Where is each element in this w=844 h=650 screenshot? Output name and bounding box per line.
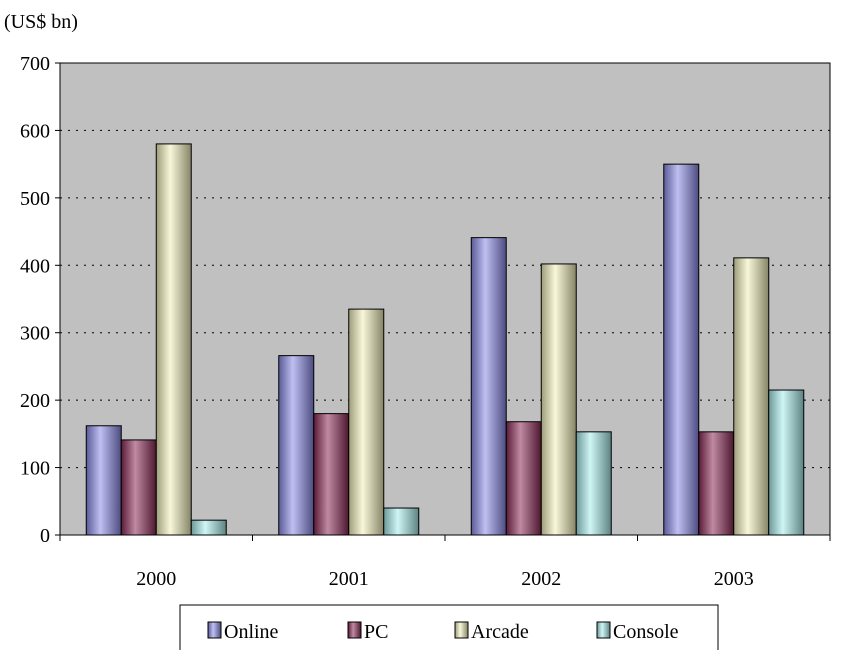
x-tick-label: 2000 xyxy=(136,568,176,590)
y-tick-label: 700 xyxy=(20,53,50,75)
legend: Online PC Arcade Console xyxy=(179,604,719,650)
y-tick-label: 600 xyxy=(20,120,50,142)
x-tick-label: 2001 xyxy=(329,568,369,590)
y-tick-label: 400 xyxy=(20,255,50,277)
x-tick-label: 2003 xyxy=(714,568,754,590)
legend-label-pc: PC xyxy=(364,621,388,643)
unit-label: (US$ bn) xyxy=(4,11,78,33)
legend-swatch-pc xyxy=(347,621,362,639)
y-tick-label: 500 xyxy=(20,188,50,210)
bar-arcade-2000 xyxy=(155,143,192,536)
bars xyxy=(85,143,805,536)
legend-swatch-console xyxy=(596,621,611,639)
bar-arcade-2003 xyxy=(733,257,770,536)
bar-online-2001 xyxy=(278,355,315,536)
bar-online-2000 xyxy=(85,425,122,536)
bar-online-2002 xyxy=(470,237,507,536)
y-axis: 0 100 200 300 400 500 600 700 xyxy=(20,53,60,547)
y-tick-label: 300 xyxy=(20,323,50,345)
bar-arcade-2002 xyxy=(540,263,577,536)
bar-arcade-2001 xyxy=(348,308,385,536)
bar-pc-2003 xyxy=(698,431,735,536)
x-axis: 2000 2001 2002 2003 xyxy=(59,535,831,590)
bar-pc-2000 xyxy=(120,439,157,536)
y-tick-label: 0 xyxy=(40,525,50,547)
bar-pc-2001 xyxy=(313,413,350,536)
y-tick-label: 100 xyxy=(20,458,50,480)
bar-console-2003 xyxy=(768,389,805,536)
bar-online-2003 xyxy=(663,163,700,536)
x-tick-label: 2002 xyxy=(521,568,561,590)
legend-label-arcade: Arcade xyxy=(471,621,529,643)
legend-label-console: Console xyxy=(613,621,679,643)
bar-pc-2002 xyxy=(505,421,542,536)
bar-console-2002 xyxy=(575,431,612,536)
bar-console-2000 xyxy=(190,519,227,536)
bar-console-2001 xyxy=(383,507,420,536)
legend-box xyxy=(179,604,719,650)
legend-swatch-online xyxy=(207,621,222,639)
legend-label-online: Online xyxy=(224,621,279,643)
legend-swatch-arcade xyxy=(454,621,469,639)
y-tick-label: 200 xyxy=(20,390,50,412)
